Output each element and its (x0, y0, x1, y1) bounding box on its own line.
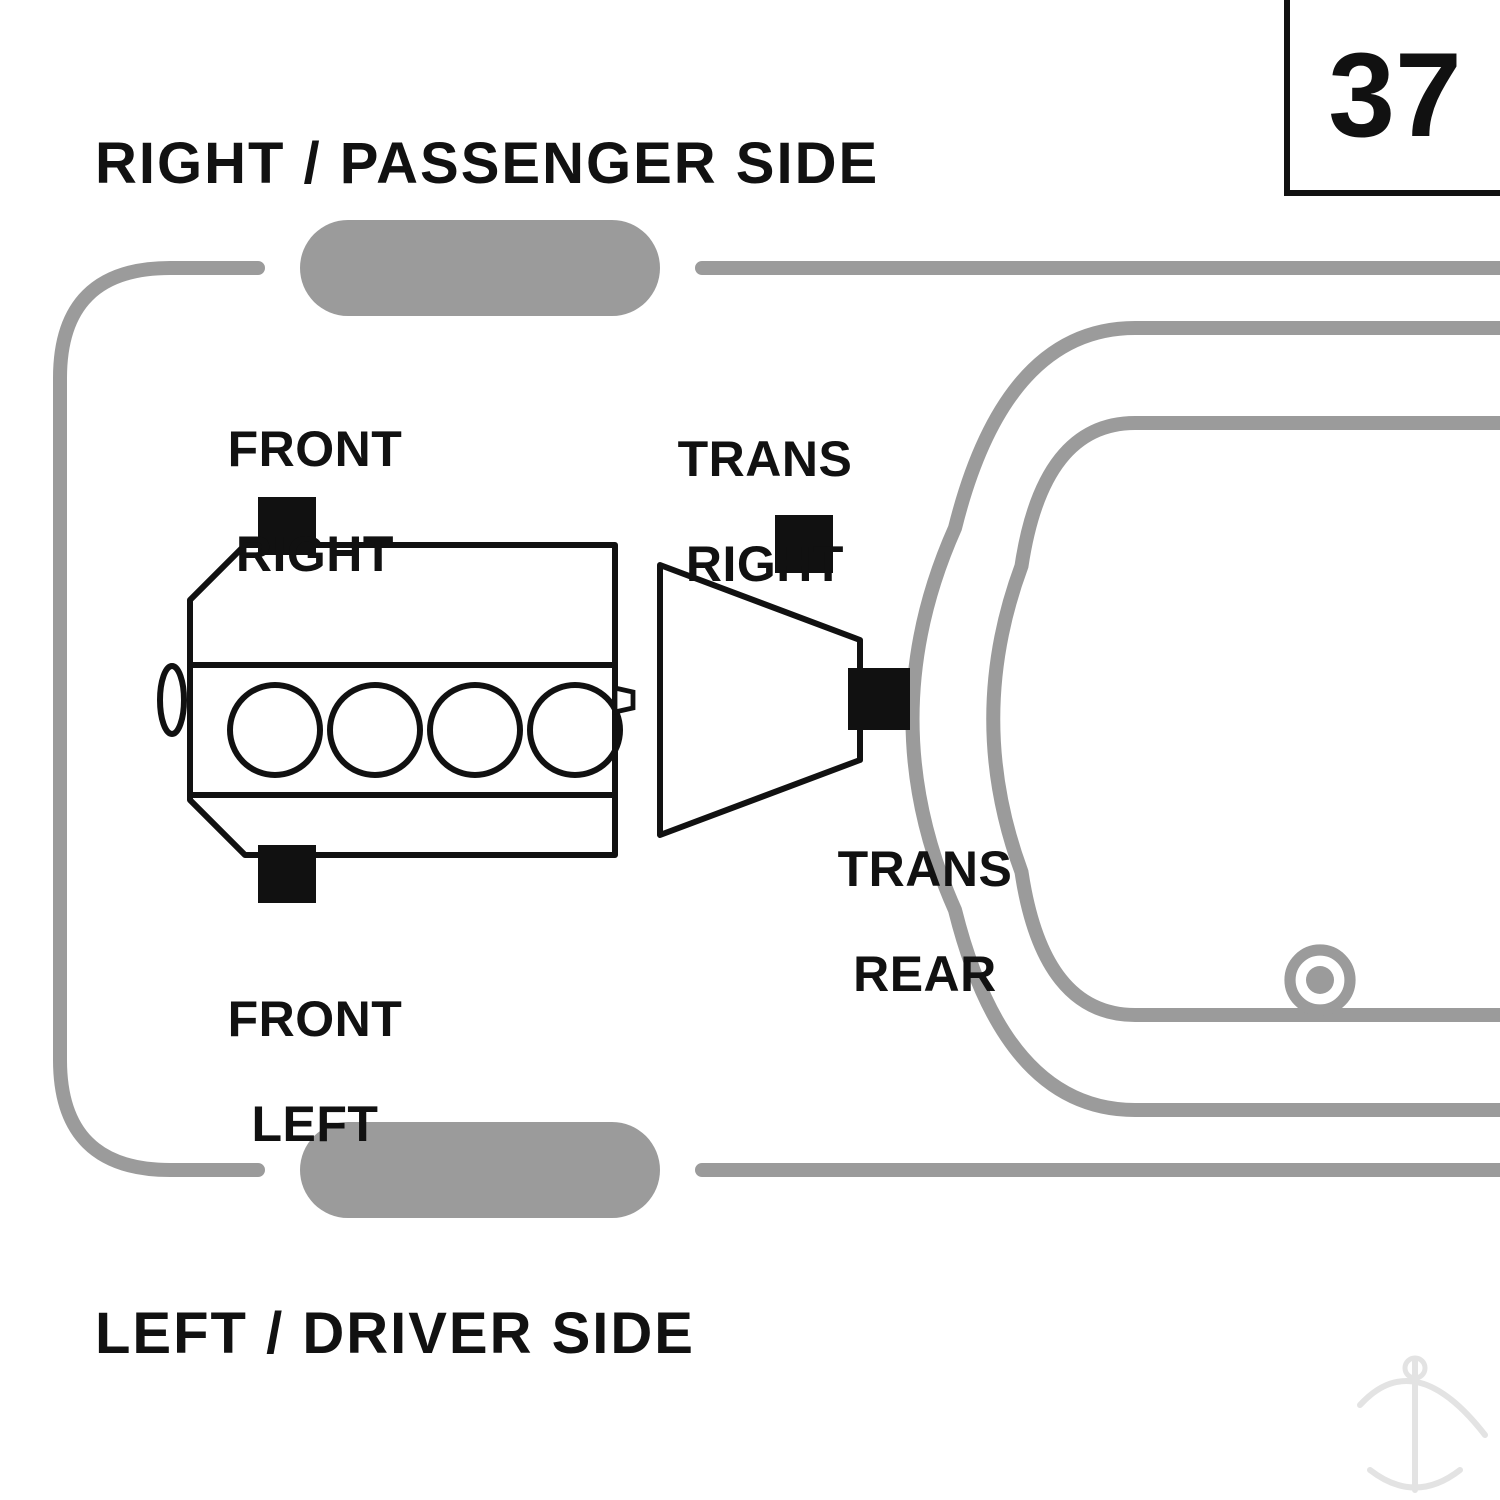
label-trans-right: TRANS RIGHT (620, 380, 852, 643)
diagram-svg (0, 0, 1500, 1500)
label-front-right: FRONT RIGHT (170, 370, 402, 633)
heading-passenger-side: RIGHT / PASSENGER SIDE (95, 130, 879, 197)
mount-front_left (258, 845, 316, 903)
mount-trans_rear (848, 668, 910, 730)
label-trans-rear: TRANS REAR (780, 790, 1012, 1053)
heading-driver-side: LEFT / DRIVER SIDE (95, 1300, 695, 1367)
page-number: 37 (1328, 26, 1461, 164)
label-front-left: FRONT LEFT (170, 940, 402, 1203)
watermark-logo (1360, 1358, 1485, 1490)
diagram-canvas: 37 RIGHT / PASSENGER SIDE LEFT / DRIVER … (0, 0, 1500, 1500)
page-number-box: 37 (1284, 0, 1500, 196)
